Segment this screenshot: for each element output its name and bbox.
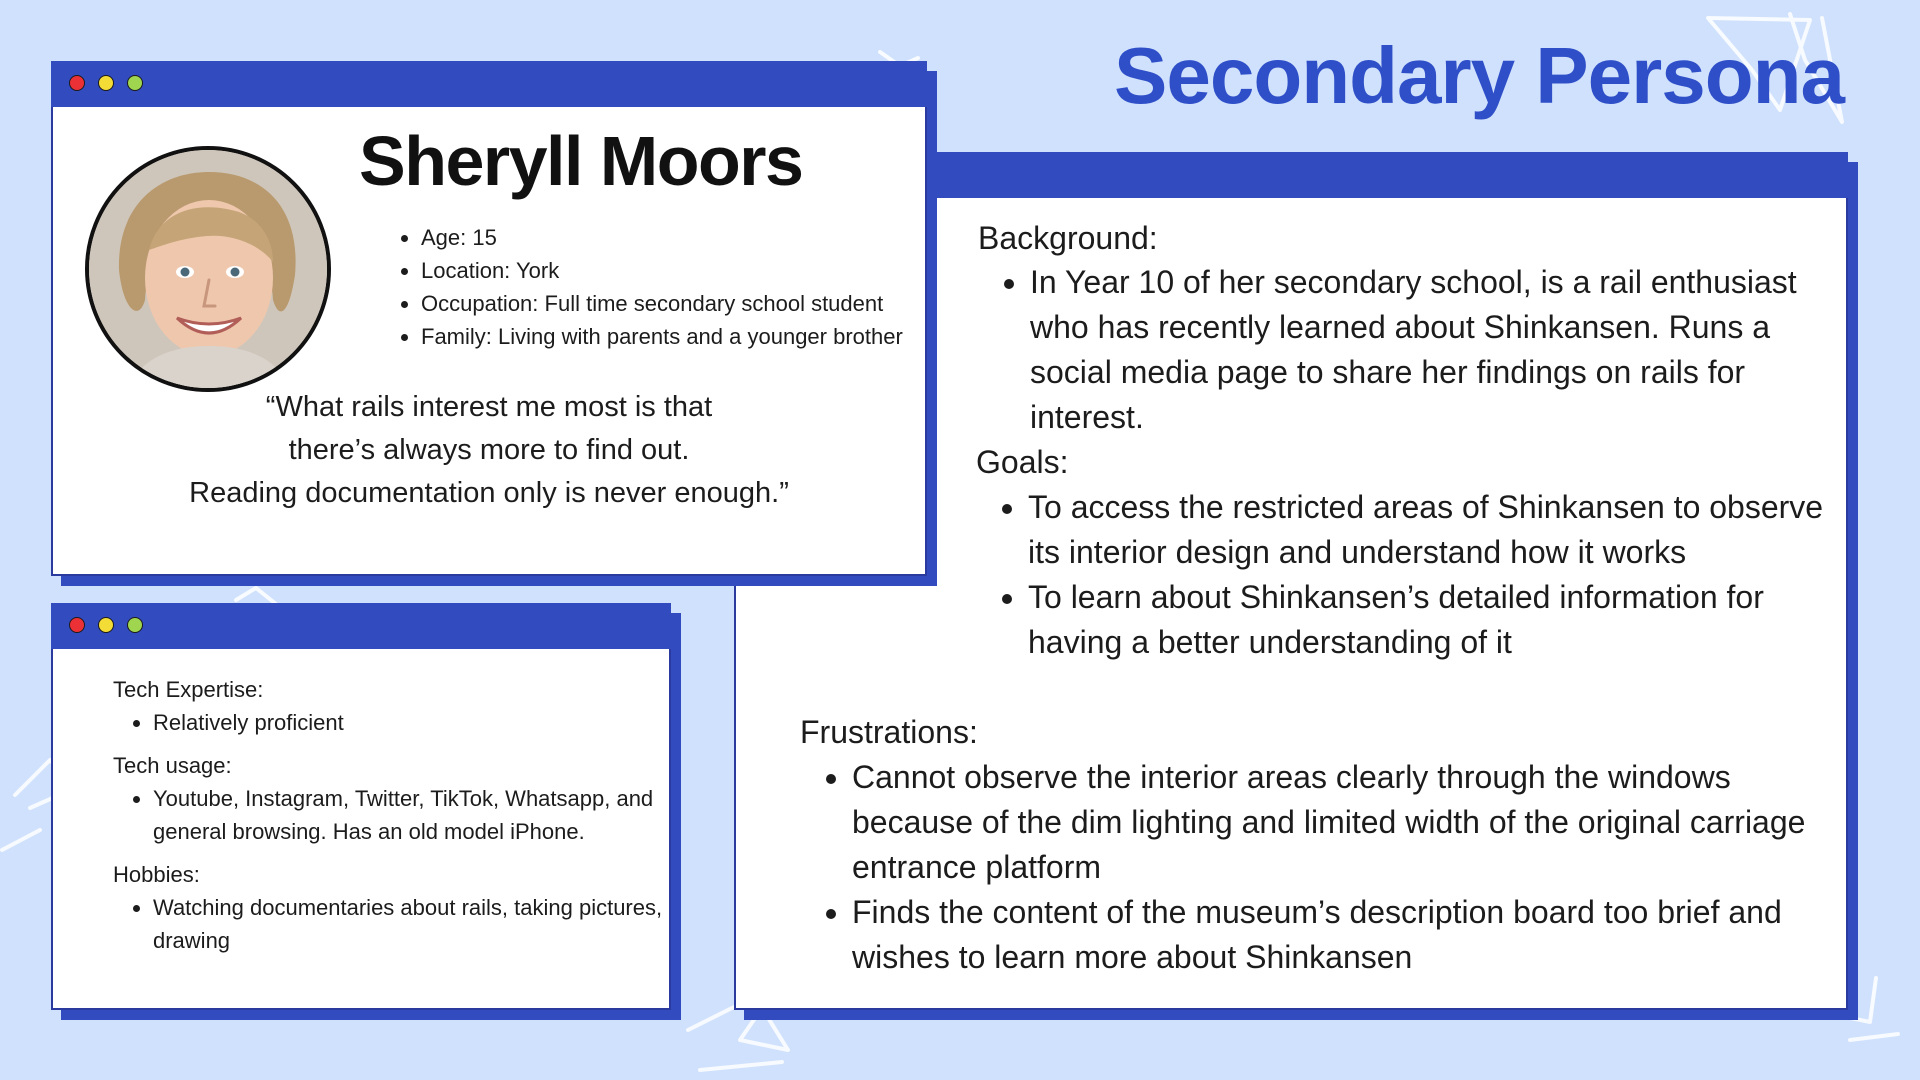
tech-expertise-heading: Tech Expertise: <box>113 677 264 702</box>
frustrations-heading: Frustrations: <box>800 714 978 750</box>
avatar <box>85 146 331 392</box>
tech-usage-heading: Tech usage: <box>113 753 232 778</box>
goals-item: To learn about Shinkansen’s detailed inf… <box>1028 575 1828 665</box>
hobbies-heading: Hobbies: <box>113 862 200 887</box>
fact-family: Family: Living with parents and a younge… <box>421 320 941 353</box>
quote-line: Reading documentation only is never enou… <box>189 477 789 509</box>
tech-window: Tech Expertise: Relatively proficient Te… <box>51 603 681 1020</box>
quote-line: “What rails interest me most is that <box>265 391 713 423</box>
window-controls <box>69 617 143 633</box>
close-dot-icon[interactable] <box>69 75 85 91</box>
user-portrait-icon <box>89 150 327 388</box>
persona-name: Sheryll Moors <box>359 122 804 200</box>
hobbies-item: Watching documentaries about rails, taki… <box>153 891 673 957</box>
tech-window-frame <box>51 603 671 1010</box>
background-list: In Year 10 of her secondary school, is a… <box>1006 260 1830 440</box>
tech-expertise-item: Relatively proficient <box>153 706 673 739</box>
tech-usage-item: Youtube, Instagram, Twitter, TikTok, Wha… <box>153 782 673 848</box>
fact-occupation: Occupation: Full time secondary school s… <box>421 287 941 320</box>
persona-quote: “What rails interest me most is that the… <box>91 386 887 515</box>
page-title: Secondary Persona <box>1114 31 1845 120</box>
maximize-dot-icon[interactable] <box>127 617 143 633</box>
persona-facts-list: Age: 15 Location: York Occupation: Full … <box>399 221 941 353</box>
background-item: In Year 10 of her secondary school, is a… <box>1030 260 1830 440</box>
background-heading: Background: <box>978 220 1158 256</box>
frustrations-item: Cannot observe the interior areas clearl… <box>852 755 1837 890</box>
close-dot-icon[interactable] <box>69 617 85 633</box>
frustrations-item: Finds the content of the museum’s descri… <box>852 890 1837 980</box>
goals-list: To access the restricted areas of Shinka… <box>1004 485 1828 665</box>
frustrations-list: Cannot observe the interior areas clearl… <box>828 755 1837 980</box>
profile-window: Sheryll Moors Age: 15 Location: York Occ… <box>51 61 937 586</box>
quote-line: there’s always more to find out. <box>288 434 690 466</box>
maximize-dot-icon[interactable] <box>127 75 143 91</box>
minimize-dot-icon[interactable] <box>98 75 114 91</box>
profile-window-titlebar <box>51 61 927 107</box>
tech-usage-list: Youtube, Instagram, Twitter, TikTok, Wha… <box>113 782 673 848</box>
goals-heading: Goals: <box>976 444 1069 480</box>
goals-item: To access the restricted areas of Shinka… <box>1028 485 1828 575</box>
hobbies-list: Watching documentaries about rails, taki… <box>113 891 673 957</box>
tech-window-titlebar <box>51 603 671 649</box>
fact-location: Location: York <box>421 254 941 287</box>
minimize-dot-icon[interactable] <box>98 617 114 633</box>
window-controls <box>69 75 143 91</box>
fact-age: Age: 15 <box>421 221 941 254</box>
tech-details: Tech Expertise: Relatively proficient Te… <box>113 673 673 957</box>
tech-expertise-list: Relatively proficient <box>113 706 673 739</box>
